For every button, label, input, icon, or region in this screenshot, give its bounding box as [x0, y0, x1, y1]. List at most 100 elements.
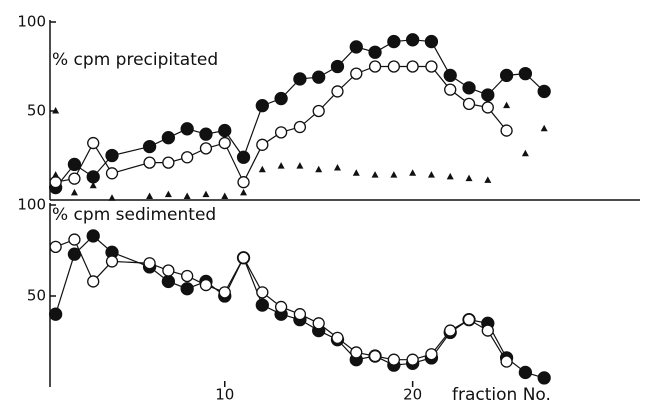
open-point [444, 83, 457, 96]
triangle-point [521, 149, 529, 157]
filled-point [537, 84, 551, 99]
filled-point [349, 40, 363, 54]
filled-point [161, 131, 176, 145]
open-point [256, 286, 269, 299]
triangle-point [202, 190, 210, 198]
triangle-point [503, 101, 511, 109]
filled-point [199, 127, 213, 141]
open-point [444, 324, 457, 337]
open-point [331, 331, 344, 345]
filled-point [105, 148, 119, 163]
y-axis-label: % cpm precipitated [52, 50, 218, 70]
filled-point [518, 365, 533, 380]
open-point [293, 120, 307, 134]
triangle-point [221, 192, 229, 199]
open-point [218, 286, 231, 299]
open-point [181, 151, 194, 164]
filled-point [518, 66, 533, 81]
open-point [481, 101, 494, 114]
open-point [162, 156, 175, 169]
open-point [143, 257, 156, 270]
filled-point [142, 139, 157, 154]
open-point [237, 176, 250, 189]
filled-point [161, 274, 176, 289]
open-point [143, 156, 156, 169]
triangle-point [409, 169, 417, 176]
triangle-point [89, 181, 97, 189]
triangle-point [465, 174, 473, 182]
open-point [49, 240, 62, 254]
triangle-point [540, 124, 548, 132]
y-tick-label: 100 [17, 13, 46, 31]
open-point [237, 251, 250, 264]
open-point [162, 264, 175, 277]
filled-point [48, 307, 63, 321]
triangle-point [258, 165, 266, 173]
open-point [68, 172, 81, 185]
filled-point [180, 282, 194, 296]
open-point [49, 176, 62, 189]
triangle-point [146, 192, 154, 199]
filled-point [462, 81, 476, 95]
open-point [387, 353, 401, 366]
triangle-point [52, 107, 60, 114]
open-point [350, 67, 363, 80]
y-axis-label: % cpm sedimented [52, 205, 216, 225]
open-point [218, 136, 231, 150]
filled-point [481, 88, 495, 102]
triangle-point [427, 171, 435, 178]
series-line [55, 235, 545, 379]
filled-point [424, 34, 439, 49]
filled-point [218, 123, 232, 138]
filled-point [274, 91, 288, 106]
y-tick-label: 100 [17, 196, 46, 214]
filled-point [312, 70, 326, 84]
filled-point [236, 150, 251, 164]
open-point [500, 124, 513, 137]
triangle-point [352, 169, 360, 176]
triangle-point [333, 163, 341, 171]
filled-point [499, 68, 514, 83]
open-point [368, 60, 382, 73]
open-point [256, 138, 269, 151]
open-point [406, 60, 419, 73]
open-point [331, 85, 344, 98]
triangle-point [240, 188, 248, 196]
filled-point [180, 122, 194, 136]
open-point [274, 126, 288, 139]
filled-point [255, 99, 269, 113]
open-point [293, 308, 307, 321]
open-point [481, 324, 494, 337]
open-point [312, 104, 325, 118]
open-point [199, 142, 213, 155]
open-point [274, 300, 288, 314]
open-point [425, 348, 438, 361]
filled-point [293, 72, 307, 86]
x-axis-label: fraction No. [452, 385, 551, 405]
open-point [350, 346, 363, 359]
x-tick-label: 10 [215, 386, 234, 404]
filled-point [67, 157, 82, 172]
filled-point [405, 33, 420, 47]
triangle-point [484, 176, 492, 183]
filled-point [443, 68, 457, 83]
triangle-point [371, 171, 379, 178]
filled-point [330, 59, 345, 74]
open-point [87, 275, 100, 288]
open-point [181, 269, 194, 283]
open-point [387, 60, 401, 73]
open-point [105, 255, 119, 268]
triangle-point [315, 165, 323, 173]
triangle-point [296, 162, 304, 169]
open-point [312, 317, 325, 330]
filled-point [86, 229, 100, 243]
filled-point [86, 170, 100, 184]
series-line [55, 238, 508, 362]
open-point [462, 97, 476, 111]
open-point [368, 349, 382, 363]
open-point [87, 136, 100, 150]
open-point [105, 167, 119, 180]
triangle-point [70, 188, 78, 196]
y-tick-label: 50 [27, 102, 46, 120]
